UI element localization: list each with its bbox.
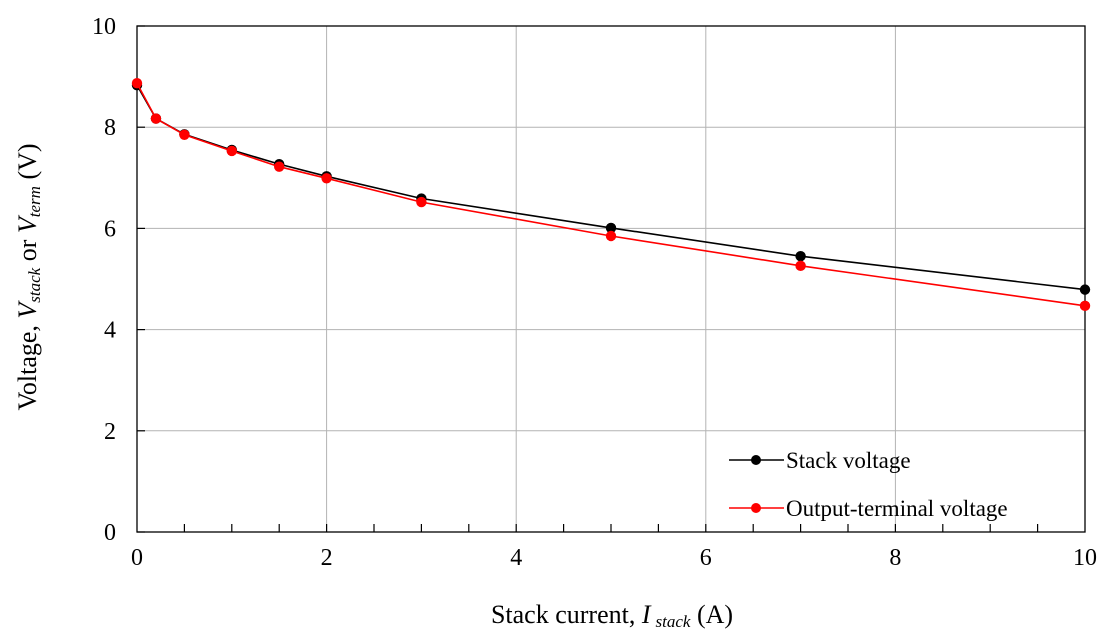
- data-point-output-terminal-voltage: [274, 161, 285, 172]
- y-tick-label: 4: [104, 318, 116, 344]
- legend-swatch-marker-stack-voltage: [751, 455, 761, 465]
- plot-area-frame: [136, 25, 1086, 533]
- y-tick-label: 6: [104, 216, 116, 242]
- data-point-output-terminal-voltage: [605, 230, 617, 242]
- legend: Stack voltage Output-terminal voltage: [729, 448, 1008, 521]
- data-point-output-terminal-voltage: [795, 260, 806, 272]
- data-point-output-terminal-voltage: [416, 196, 427, 208]
- legend-label-stack-voltage: Stack voltage: [786, 448, 911, 473]
- y-tick-label: 10: [92, 14, 116, 40]
- data-point-output-terminal-voltage: [131, 77, 143, 89]
- x-tick-label: 10: [1073, 545, 1097, 571]
- y-tick-label: 8: [104, 115, 116, 141]
- x-tick-label: 2: [321, 545, 333, 571]
- data-point-stack-voltage: [605, 222, 617, 234]
- data-point-output-terminal-voltage: [321, 173, 332, 184]
- legend-swatch-marker-output-terminal-voltage: [751, 503, 761, 513]
- y-tick-label: 2: [104, 419, 116, 445]
- legend-item-stack-voltage: Stack voltage: [729, 448, 911, 473]
- gridlines: [137, 26, 1085, 532]
- axis-ticks: 0 2 4 6 8 10 0 2 4 6 8 10: [92, 14, 1097, 571]
- series-line-stack-voltage: [136, 84, 1086, 291]
- data-point-output-terminal-voltage: [150, 113, 162, 124]
- series-group: [131, 77, 1091, 312]
- x-tick-label: 0: [131, 545, 143, 571]
- legend-label-output-terminal-voltage: Output-terminal voltage: [786, 496, 1008, 521]
- y-axis-label: Voltage, Vstack or Vterm (V): [13, 143, 44, 410]
- data-point-stack-voltage: [1079, 284, 1091, 295]
- data-point-output-terminal-voltage: [1079, 300, 1091, 312]
- data-point-output-terminal-voltage: [179, 129, 190, 140]
- x-tick-label: 6: [700, 545, 712, 571]
- series-line-output-terminal-voltage: [136, 82, 1086, 307]
- data-point-output-terminal-voltage: [226, 145, 237, 157]
- series-output-terminal-voltage: [131, 77, 1091, 312]
- x-tick-label: 8: [889, 545, 901, 571]
- x-tick-label: 4: [510, 545, 522, 571]
- series-stack-voltage: [131, 80, 1091, 295]
- y-tick-label: 0: [104, 520, 116, 546]
- data-point-stack-voltage: [795, 251, 806, 262]
- legend-item-output-terminal-voltage: Output-terminal voltage: [729, 496, 1008, 521]
